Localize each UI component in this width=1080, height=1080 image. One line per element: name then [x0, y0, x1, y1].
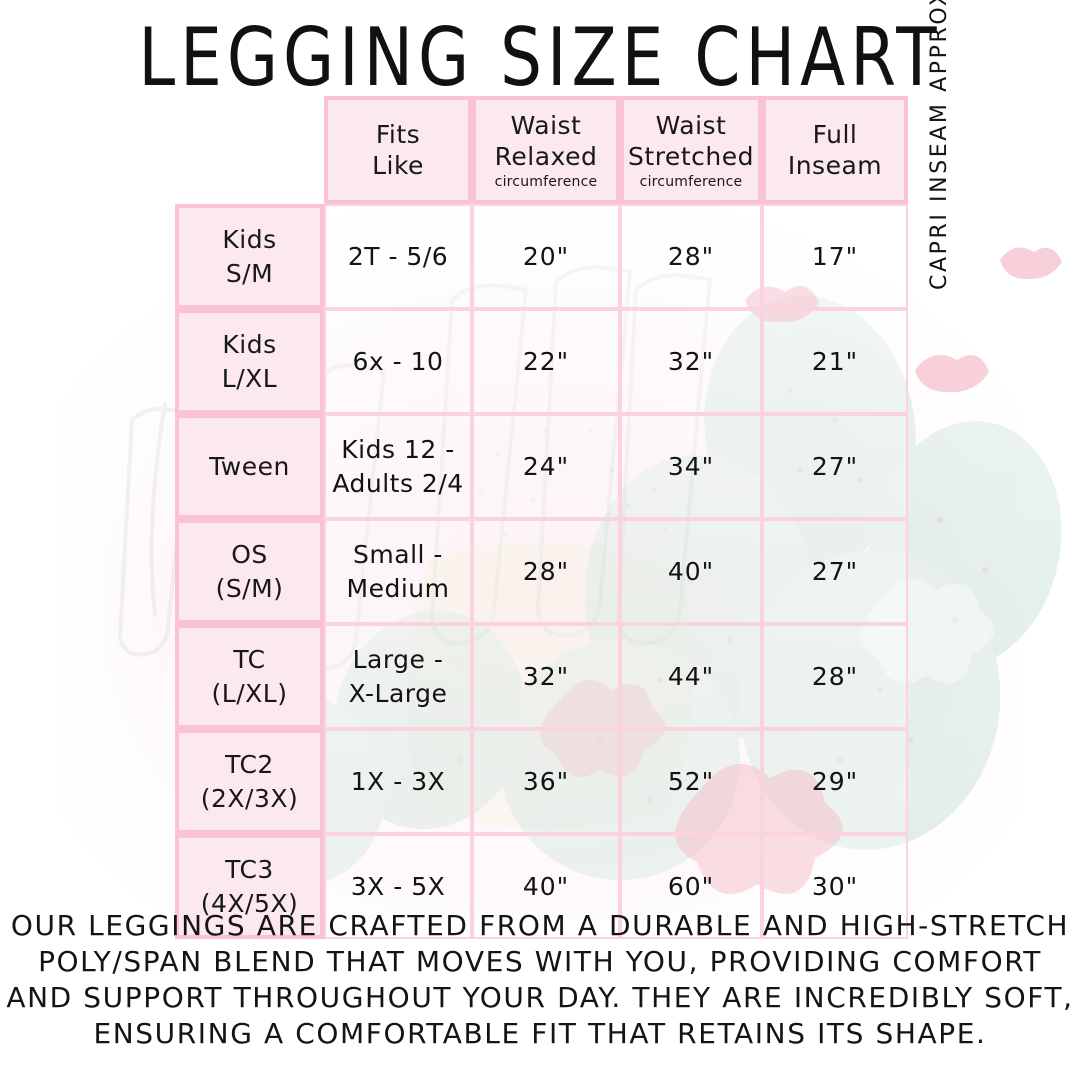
table-header-row: Fits Like Waist Relaxed circumference Wa… [175, 96, 908, 204]
cell-fits-like-line1: 1X - 3X [350, 766, 446, 796]
header-full-inseam: Full Inseam [762, 96, 908, 204]
header-full-inseam-line2: Inseam [787, 151, 883, 180]
row-size-label: Kids L/XL [175, 309, 324, 414]
row-size-line1: TC2 [225, 749, 274, 779]
cell-waist-stretched: 52" [620, 729, 762, 834]
page-title: LEGGING SIZE CHART [138, 10, 942, 105]
cell-waist-relaxed: 24" [472, 414, 620, 519]
table-row: TC2 (2X/3X) 1X - 3X 36" 52" 29" [175, 729, 908, 834]
cell-waist-relaxed: 32" [472, 624, 620, 729]
cell-fits-like-line1: 3X - 5X [350, 871, 446, 901]
cell-fits-like-line2: Medium [346, 573, 450, 603]
row-size-line2: S/M [225, 258, 274, 288]
cell-full-inseam: 28" [762, 624, 908, 729]
row-size-line2: L/XL [221, 363, 278, 393]
cell-fits-like: 6x - 10 [324, 309, 472, 414]
row-size-line2: (2X/3X) [200, 783, 299, 813]
row-size-label: Tween [175, 414, 324, 519]
footer-line-3: AND SUPPORT THROUGHOUT YOUR DAY. THEY AR… [6, 981, 1074, 1014]
cell-waist-relaxed: 22" [472, 309, 620, 414]
cell-fits-like: Large - X-Large [324, 624, 472, 729]
row-size-line1: Kids [222, 329, 277, 359]
cell-waist-stretched: 34" [620, 414, 762, 519]
header-waist-stretched-sub: circumference [639, 173, 743, 190]
cell-waist-stretched: 32" [620, 309, 762, 414]
header-spacer-cell [175, 96, 324, 204]
footer-line-4: ENSURING A COMFORTABLE FIT THAT RETAINS … [93, 1017, 987, 1050]
cell-fits-like-line2: Adults 2/4 [332, 468, 464, 498]
size-chart-table-wrapper: Fits Like Waist Relaxed circumference Wa… [175, 96, 908, 939]
cell-waist-stretched: 28" [620, 204, 762, 309]
header-waist-relaxed-sub: circumference [494, 173, 598, 190]
header-waist-stretched-line2: Stretched [628, 141, 754, 171]
table-row: Kids L/XL 6x - 10 22" 32" 21" [175, 309, 908, 414]
cell-waist-relaxed: 28" [472, 519, 620, 624]
cell-waist-stretched: 40" [620, 519, 762, 624]
footer-line-1: OUR LEGGINGS ARE CRAFTED FROM A DURABLE … [10, 909, 1070, 942]
cell-fits-like: 1X - 3X [324, 729, 472, 834]
cell-full-inseam: 29" [762, 729, 908, 834]
capri-inseam-note: CAPRI INSEAM APPROX 8 INCHES SHORTER [927, 0, 952, 290]
cell-full-inseam: 27" [762, 414, 908, 519]
table-row: Tween Kids 12 - Adults 2/4 24" 34" 27" [175, 414, 908, 519]
row-size-line2: (S/M) [215, 573, 284, 603]
cell-fits-like-line1: Large - [352, 644, 444, 674]
row-size-line1: Tween [209, 451, 290, 481]
footer-description: OUR LEGGINGS ARE CRAFTED FROM A DURABLE … [0, 908, 1080, 1052]
header-fits-like: Fits Like [324, 96, 472, 204]
table-row: OS (S/M) Small - Medium 28" 40" 27" [175, 519, 908, 624]
header-waist-stretched-line1: Waist [655, 110, 727, 140]
footer-line-2: POLY/SPAN BLEND THAT MOVES WITH YOU, PRO… [38, 945, 1042, 978]
cell-waist-stretched: 44" [620, 624, 762, 729]
header-waist-stretched: Waist Stretched circumference [620, 96, 762, 204]
cell-fits-like-line2: X-Large [348, 678, 448, 708]
table-row: Kids S/M 2T - 5/6 20" 28" 17" [175, 204, 908, 309]
cell-fits-like: 2T - 5/6 [324, 204, 472, 309]
table-row: TC (L/XL) Large - X-Large 32" 44" 28" [175, 624, 908, 729]
row-size-line1: Kids [222, 224, 277, 254]
header-waist-relaxed-line2: Relaxed [494, 141, 598, 171]
header-waist-relaxed: Waist Relaxed circumference [472, 96, 620, 204]
cell-fits-like-line1: 2T - 5/6 [347, 241, 449, 271]
row-size-label: TC (L/XL) [175, 624, 324, 729]
row-size-line1: TC3 [225, 854, 274, 884]
header-fits-like-line2: Like [372, 151, 424, 180]
cell-full-inseam: 17" [762, 204, 908, 309]
header-full-inseam-line1: Full [812, 120, 858, 149]
row-size-line1: OS [231, 539, 268, 569]
row-size-line2: (L/XL) [211, 678, 288, 708]
header-fits-like-line1: Fits [375, 120, 421, 149]
cell-fits-like: Small - Medium [324, 519, 472, 624]
row-size-label: Kids S/M [175, 204, 324, 309]
size-chart-table: Fits Like Waist Relaxed circumference Wa… [175, 96, 908, 939]
cell-fits-like: Kids 12 - Adults 2/4 [324, 414, 472, 519]
header-waist-relaxed-line1: Waist [510, 110, 582, 140]
cell-full-inseam: 27" [762, 519, 908, 624]
cell-fits-like-line1: 6x - 10 [352, 346, 444, 376]
row-size-line1: TC [233, 644, 266, 674]
cell-waist-relaxed: 36" [472, 729, 620, 834]
cell-waist-relaxed: 20" [472, 204, 620, 309]
row-size-label: TC2 (2X/3X) [175, 729, 324, 834]
row-size-label: OS (S/M) [175, 519, 324, 624]
cell-fits-like-line1: Kids 12 - [341, 434, 455, 464]
cell-fits-like-line1: Small - [353, 539, 443, 569]
cell-full-inseam: 21" [762, 309, 908, 414]
